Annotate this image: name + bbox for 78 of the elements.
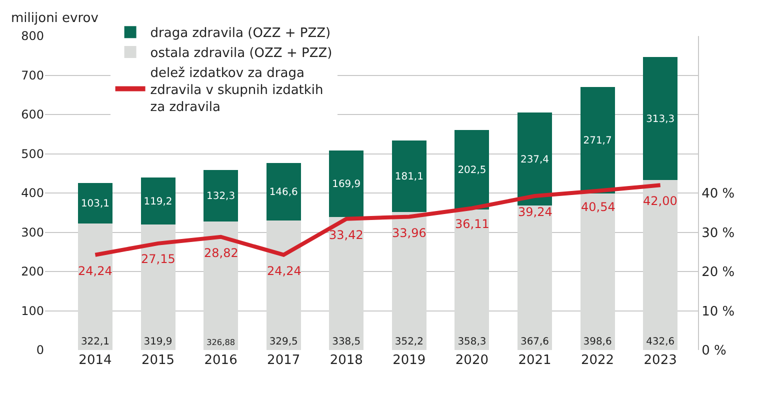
bar — [204, 170, 238, 222]
data-label: 103,1 — [80, 198, 110, 210]
data-label: 169,9 — [332, 179, 361, 190]
bar — [329, 150, 364, 218]
x-tick-label: 2020 — [455, 353, 489, 368]
bar — [140, 224, 176, 350]
y-tick-label: 300 — [21, 225, 44, 240]
data-label: 24,24 — [267, 264, 302, 278]
data-label: 28,82 — [204, 246, 238, 260]
x-tick-label: 2021 — [518, 353, 552, 368]
bar — [454, 130, 490, 210]
y2-tick-label: 40 % — [702, 186, 735, 202]
bar — [140, 178, 176, 224]
bar — [454, 209, 490, 350]
x-tick-label: 2022 — [580, 353, 614, 368]
x-tick-label: 2016 — [204, 353, 238, 368]
data-label: 33,96 — [392, 226, 426, 240]
data-label: 313,3 — [646, 114, 675, 126]
y2-tick-label: 30 % — [702, 226, 735, 241]
x-tick-label: 2018 — [330, 353, 363, 368]
data-label: 352,2 — [394, 336, 424, 348]
y-tick-label: 0 — [36, 343, 44, 358]
data-label: 40,54 — [581, 200, 616, 214]
y2-tick-label: 0 % — [702, 344, 726, 359]
legend-label: draga zdravila (OZZ + PZZ) — [150, 26, 331, 42]
y-tick-label: 800 — [21, 29, 44, 44]
x-tick-label: 2023 — [644, 353, 677, 368]
y2-tick-label: 20 % — [702, 265, 735, 280]
data-label: 146,6 — [269, 187, 298, 198]
x-tick-label: 2014 — [78, 353, 112, 368]
bar — [392, 140, 426, 212]
data-label: 329,5 — [269, 336, 298, 348]
data-label: 27,15 — [141, 252, 176, 266]
bar — [517, 112, 552, 206]
x-tick-label: 2015 — [141, 353, 175, 368]
data-label: 39,24 — [518, 205, 552, 219]
data-label: 119,2 — [144, 196, 172, 208]
data-label: 24,24 — [78, 264, 112, 278]
bar — [643, 57, 678, 180]
x-tick-label: 2017 — [267, 353, 300, 368]
legend-label: delež izdatkov za draga zdravila v skupnih izdatkih za zdravila — [150, 66, 324, 115]
data-label: 132,3 — [206, 191, 236, 202]
y-tick-label: 200 — [21, 264, 44, 279]
y-tick-label: 100 — [21, 304, 44, 318]
data-label: 319,9 — [144, 336, 172, 348]
y-tick-label: 500 — [21, 146, 44, 161]
data-label: 358,3 — [458, 336, 486, 348]
data-label: 322,1 — [80, 336, 110, 348]
y-tick-label: 400 — [21, 186, 44, 200]
y-tick-label: 600 — [21, 108, 44, 122]
data-label: 42,00 — [643, 194, 678, 208]
data-label: 271,7 — [583, 136, 612, 147]
bar — [78, 224, 112, 350]
y-axis-title: milijoni evrov — [11, 11, 99, 26]
data-label: 326,88 — [206, 336, 236, 347]
bar — [643, 180, 678, 350]
data-label: 36,11 — [455, 217, 490, 231]
bar — [329, 217, 364, 350]
y2-tick-label: 10 % — [702, 304, 735, 320]
x-tick-label: 2019 — [392, 353, 426, 368]
bar — [204, 222, 238, 350]
bar — [78, 183, 112, 224]
bar — [580, 86, 615, 194]
data-label: 237,4 — [520, 154, 549, 166]
data-label: 398,6 — [583, 336, 612, 348]
bar — [392, 212, 426, 350]
bar — [580, 194, 615, 350]
data-label: 181,1 — [394, 172, 424, 183]
data-label: 338,5 — [332, 336, 361, 348]
bar — [266, 220, 301, 350]
data-label: 432,6 — [646, 336, 675, 348]
legend-label: ostala zdravila (OZZ + PZZ) — [150, 46, 332, 62]
bar — [266, 163, 301, 221]
data-label: 367,6 — [520, 336, 549, 348]
data-label: 33,42 — [329, 228, 364, 242]
y-tick-label: 700 — [21, 68, 44, 82]
data-label: 202,5 — [458, 164, 486, 176]
bar — [517, 206, 552, 350]
